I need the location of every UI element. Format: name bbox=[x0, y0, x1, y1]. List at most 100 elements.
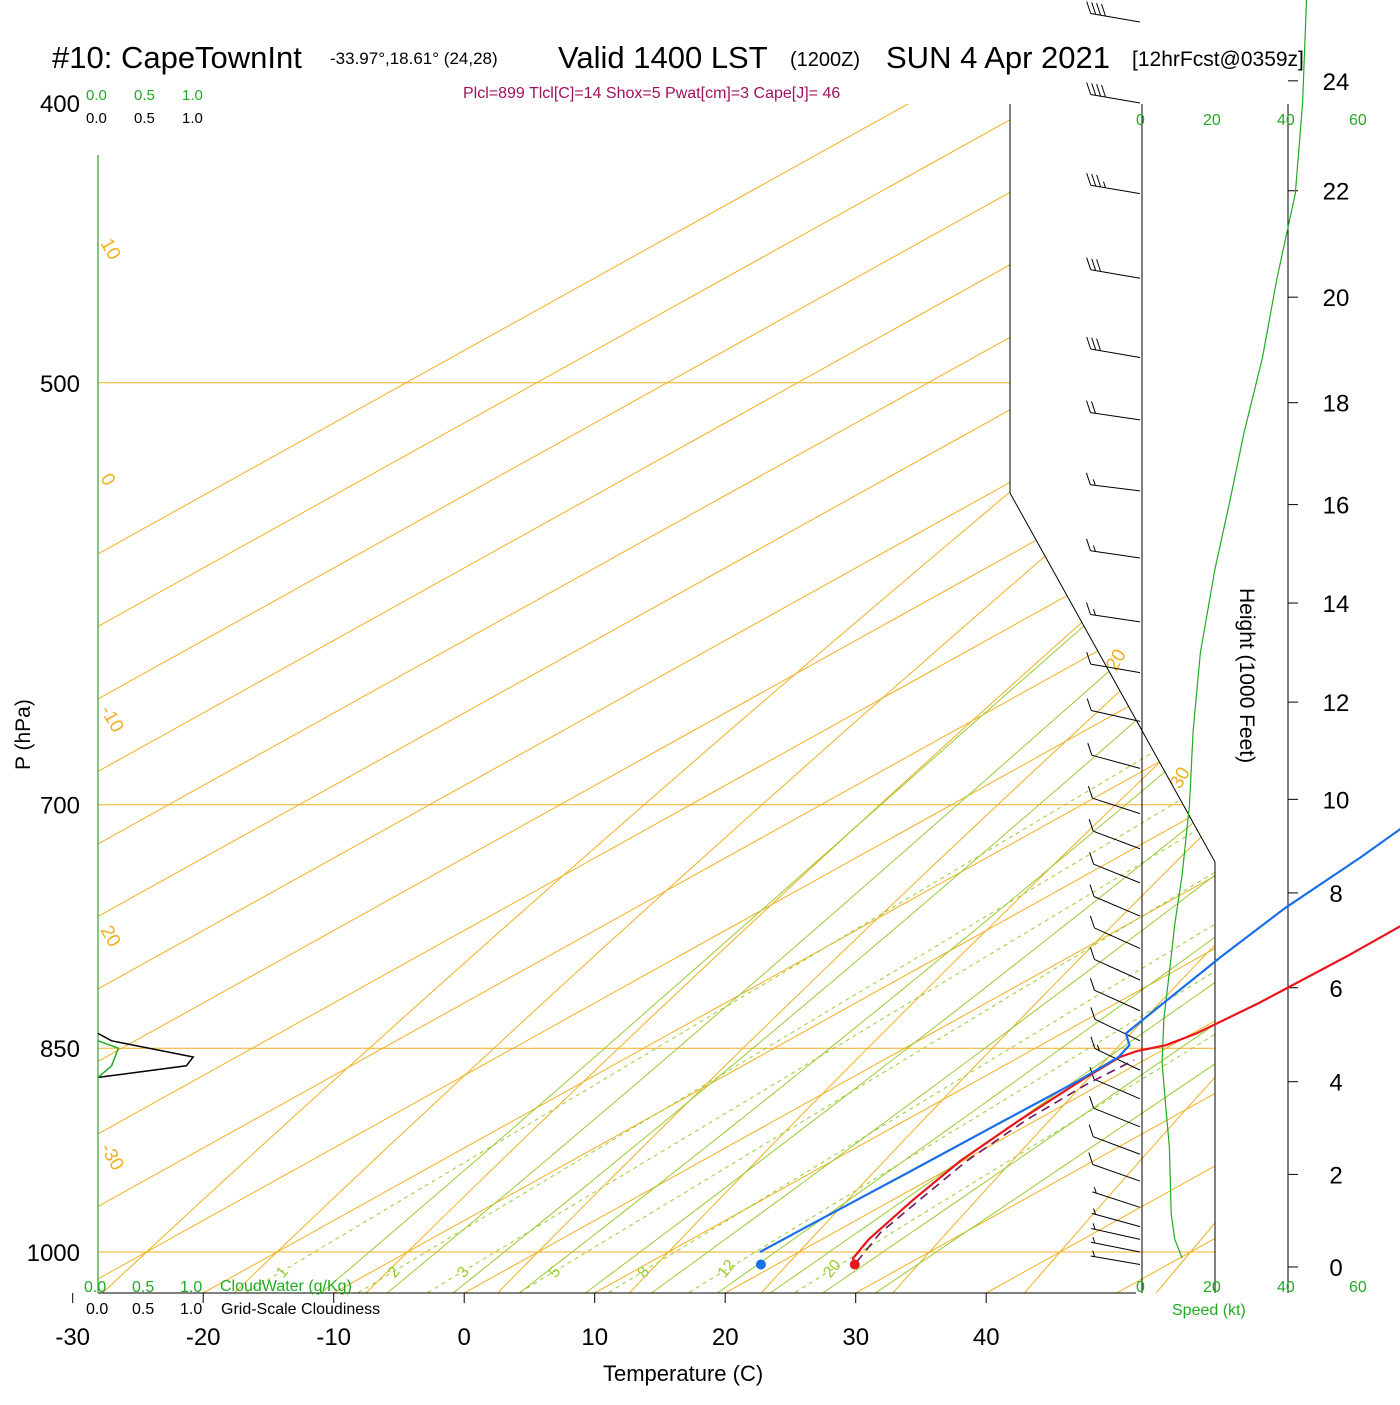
isotherm-label: 10 bbox=[96, 235, 125, 264]
isotherm-label: -30 bbox=[96, 1140, 128, 1174]
forecast-info: [12hrFcst@0359z] bbox=[1132, 48, 1304, 71]
height-tick: 22 bbox=[1323, 179, 1350, 206]
pressure-tick: 700 bbox=[40, 793, 80, 820]
mixing-ratio-label: 5 bbox=[546, 1263, 565, 1281]
dry-adiabat-line bbox=[743, 0, 1400, 1313]
isotherm-label: 0 bbox=[96, 470, 119, 490]
height-tick: 8 bbox=[1329, 881, 1342, 908]
wind-barb bbox=[1091, 1237, 1140, 1252]
isotherm-line bbox=[0, 0, 1400, 1313]
isotherm-line bbox=[0, 0, 1400, 1313]
wind-barb bbox=[1090, 852, 1140, 883]
utc-time: (1200Z) bbox=[790, 49, 860, 71]
temperature-tick: 40 bbox=[973, 1324, 1000, 1351]
height-tick: 6 bbox=[1329, 976, 1342, 1003]
pressure-tick: 1000 bbox=[27, 1240, 80, 1267]
wind-barb bbox=[1087, 173, 1140, 193]
wind-barb bbox=[1090, 1067, 1140, 1099]
cloud-profiles bbox=[98, 1033, 193, 1077]
forecast-date: SUN 4 Apr 2021 bbox=[886, 40, 1110, 75]
wind-barb bbox=[1091, 1223, 1140, 1239]
mixing-ratio-line bbox=[486, 103, 1400, 1313]
height-tick: 14 bbox=[1323, 591, 1350, 618]
top-cloudiness-tick: 1.0 bbox=[182, 110, 203, 127]
speed-tick: 60 bbox=[1349, 112, 1367, 129]
speed-tick: 60 bbox=[1349, 1279, 1367, 1296]
bottom-cloudiness-tick: 0.5 bbox=[132, 1301, 154, 1318]
wind-barb bbox=[1087, 337, 1140, 357]
bottom-cloudiness-scale: 0.0 0.5 1.0 Grid-Scale Cloudiness bbox=[86, 1301, 380, 1318]
wind-barb bbox=[1091, 1007, 1140, 1041]
pressure-tick: 850 bbox=[40, 1036, 80, 1063]
isotherm-line bbox=[0, 0, 1400, 1313]
isotherm-line bbox=[0, 0, 1400, 1313]
moist-adiabat-line bbox=[558, 0, 1400, 1313]
wind-speed-scale-bottom: 0 20 40 60 Speed (kt) bbox=[1136, 1279, 1367, 1319]
height-tick: 10 bbox=[1323, 787, 1350, 814]
moist-adiabat-line bbox=[793, 0, 1400, 1313]
surface-dewpoint-marker bbox=[756, 1260, 766, 1270]
temperature-axis-label: Temperature (C) bbox=[603, 1361, 763, 1386]
cloudwater-profile-line bbox=[98, 1041, 118, 1078]
diagram-background-lines bbox=[0, 0, 1400, 1313]
height-tick: 20 bbox=[1323, 285, 1350, 312]
wind-barb bbox=[1087, 539, 1141, 558]
temperature-tick: 20 bbox=[712, 1324, 739, 1351]
wind-barb bbox=[1088, 786, 1140, 813]
mixing-ratio-line bbox=[212, 103, 1400, 1313]
top-cloudiness-tick: 0.0 bbox=[86, 110, 107, 127]
speed-tick: 40 bbox=[1277, 112, 1295, 129]
wind-barb bbox=[1087, 2, 1140, 23]
pressure-tick: 400 bbox=[40, 91, 80, 118]
top-cloudwater-scale: 0.0 0.5 1.0 bbox=[86, 87, 203, 104]
temperature-tick: 0 bbox=[458, 1324, 471, 1351]
wind-barb bbox=[1087, 699, 1140, 722]
isotherm-label: 20 bbox=[96, 922, 125, 951]
isotherm-line bbox=[0, 0, 1400, 1313]
mixing-ratio-label: 12 bbox=[715, 1257, 740, 1282]
isotherm-label: -10 bbox=[96, 702, 128, 736]
wind-barb bbox=[1087, 83, 1140, 103]
isotherm-line bbox=[297, 0, 1400, 1313]
speed-tick: 20 bbox=[1203, 112, 1221, 129]
valid-time: Valid 1400 LST bbox=[558, 40, 768, 75]
wind-barb bbox=[1090, 1096, 1140, 1127]
wind-speed-scale-top: 0 20 40 60 bbox=[1136, 112, 1367, 129]
height-tick: 0 bbox=[1329, 1255, 1342, 1282]
dewpoint-profile-line bbox=[760, 0, 1400, 1252]
temperature-profile-line bbox=[853, 0, 1400, 1265]
isotherm-line bbox=[558, 0, 1400, 1313]
wind-barb bbox=[1089, 1153, 1140, 1182]
temperature-tick: 30 bbox=[842, 1324, 869, 1351]
wind-barb bbox=[1091, 1251, 1140, 1265]
surface-temperature-marker bbox=[850, 1260, 860, 1270]
isotherm-line bbox=[0, 0, 1400, 1313]
pressure-tick-labels: 2503004005007008501000 bbox=[27, 0, 80, 1267]
bottom-cloudiness-label: Grid-Scale Cloudiness bbox=[221, 1301, 380, 1318]
temperature-tick: -10 bbox=[316, 1324, 351, 1351]
bottom-cloudwater-tick: 0.5 bbox=[132, 1279, 154, 1296]
dry-adiabat-line bbox=[1140, 0, 1400, 1313]
sounding-indices: Plcl=899 Tlcl[C]=14 Shox=5 Pwat[cm]=3 Ca… bbox=[463, 85, 840, 102]
top-cloudiness-tick: 0.5 bbox=[134, 110, 155, 127]
wind-barb bbox=[1092, 1187, 1140, 1207]
speed-tick: 0 bbox=[1136, 1279, 1145, 1296]
speed-tick: 0 bbox=[1136, 112, 1145, 129]
mixing-ratio-label: 2 bbox=[385, 1263, 404, 1281]
height-tick: 16 bbox=[1323, 493, 1350, 520]
height-tick-labels: 02468101214161820222426283032 bbox=[1288, 0, 1349, 1282]
isotherm-line bbox=[0, 0, 1400, 1313]
dry-adiabat-line bbox=[610, 0, 1400, 1313]
mixing-ratio-line bbox=[761, 103, 1400, 1313]
moist-adiabat-line bbox=[493, 0, 1400, 1313]
top-cloudwater-tick: 0.5 bbox=[134, 87, 155, 104]
isotherm-line bbox=[0, 0, 1400, 1313]
station-title: #10: CapeTownInt bbox=[52, 40, 302, 75]
wind-barb bbox=[1089, 819, 1140, 849]
height-tick: 18 bbox=[1323, 391, 1350, 418]
top-cloudwater-tick: 0.0 bbox=[86, 87, 107, 104]
wind-barb bbox=[1087, 603, 1141, 622]
temperature-tick: 10 bbox=[581, 1324, 608, 1351]
